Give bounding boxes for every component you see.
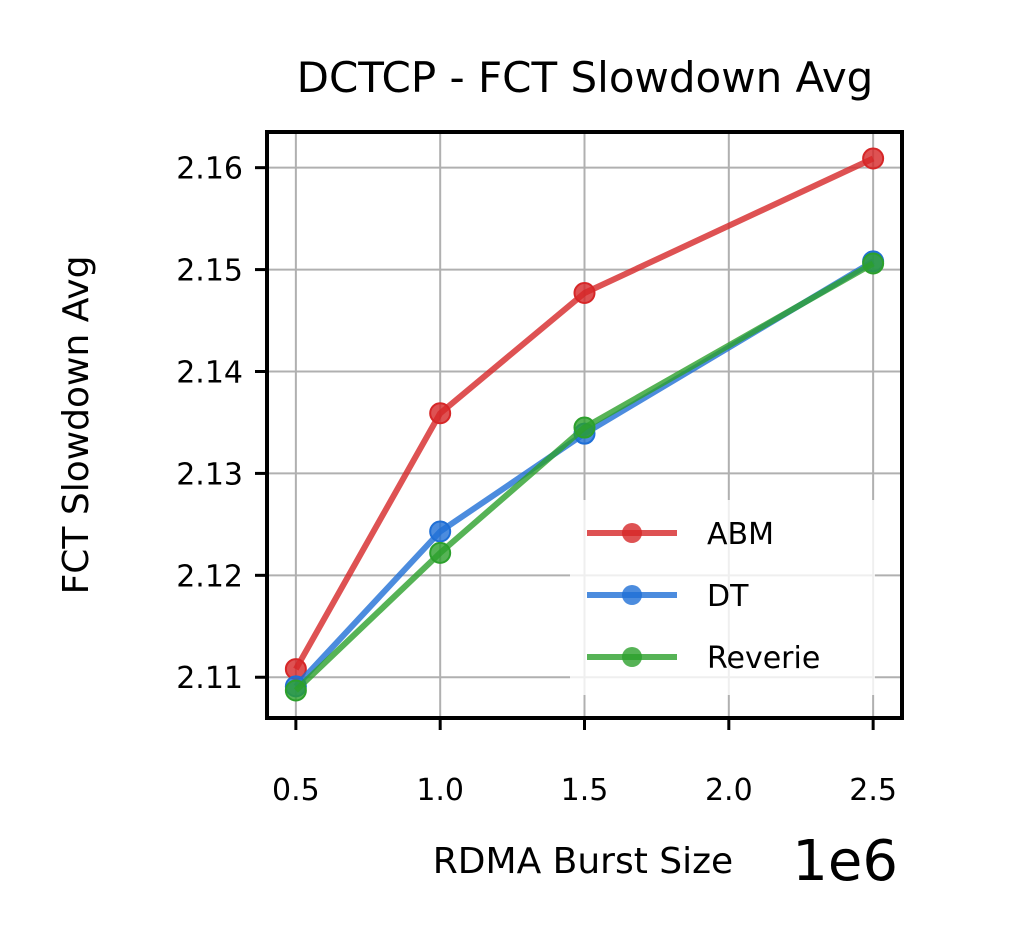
data-point-abm — [862, 147, 885, 170]
x-tick-label: 1.5 — [561, 773, 609, 808]
x-tick-label: 2.0 — [705, 773, 753, 808]
data-point-abm — [429, 402, 452, 425]
x-axis-label: RDMA Burst Size — [433, 841, 733, 882]
legend-marker-abm — [622, 523, 642, 543]
y-tick-label: 2.14 — [176, 355, 243, 390]
data-point-abm — [573, 282, 596, 305]
x-axis-offset-label: 1e6 — [792, 829, 898, 894]
data-point-reverie — [862, 252, 885, 275]
y-tick-label: 2.12 — [176, 559, 243, 594]
legend-label-reverie: Reverie — [707, 641, 820, 676]
data-point-reverie — [429, 541, 452, 564]
legend: ABM DT Reverie — [570, 500, 875, 695]
axes-ticks: 0.5 1.0 1.5 2.0 2.5 2.11 2.12 2.13 2.14 2.15 2.16 — [176, 152, 897, 808]
data-point-reverie — [284, 679, 307, 702]
x-tick-label: 1.0 — [416, 773, 464, 808]
series-line-reverie — [293, 260, 875, 693]
series-line-abm — [293, 155, 875, 671]
legend-marker-dt — [622, 585, 642, 605]
legend-label-abm: ABM — [707, 517, 774, 552]
chart-title: DCTCP - FCT Slowdown Avg — [297, 53, 874, 102]
data-point-reverie — [573, 416, 596, 439]
data-point-dt — [429, 520, 452, 543]
y-tick-label: 2.11 — [176, 661, 243, 696]
legend-label-dt: DT — [707, 579, 749, 614]
legend-marker-reverie — [622, 647, 642, 667]
y-axis-label: FCT Slowdown Avg — [56, 256, 97, 595]
series — [284, 147, 885, 702]
y-tick-label: 2.15 — [176, 254, 243, 289]
x-tick-label: 0.5 — [272, 773, 320, 808]
y-tick-label: 2.13 — [176, 457, 243, 492]
x-tick-label: 2.5 — [849, 773, 897, 808]
y-tick-label: 2.16 — [176, 152, 243, 187]
